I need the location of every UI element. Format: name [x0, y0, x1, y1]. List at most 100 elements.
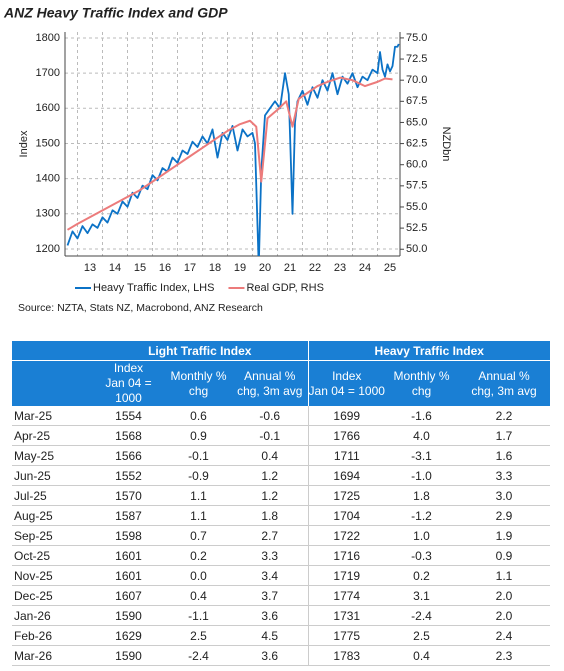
table-cell: 0.2	[165, 545, 232, 566]
table-cell: 3.6	[232, 645, 308, 666]
table-cell: 1590	[92, 605, 165, 626]
table-cell: -2.4	[385, 605, 458, 626]
table-cell: 0.7	[165, 525, 232, 546]
table-cell: 0.4	[385, 645, 458, 666]
table-cell: -0.9	[165, 465, 232, 486]
table-cell: 1570	[92, 485, 165, 506]
table-row: Mar-26 1590 -2.4 3.6 1783 0.4 2.3	[12, 645, 550, 666]
table-row: Nov-25 1601 0.0 3.4 1719 0.2 1.1	[12, 565, 550, 586]
column-header: Index Jan 04 = 1000	[92, 360, 165, 406]
table-row: Dec-25 1607 0.4 3.7 1774 3.1 2.0	[12, 585, 550, 606]
column-header-line: Index	[332, 368, 362, 383]
table-cell: 2.4	[458, 625, 550, 646]
table-cell: 3.3	[458, 465, 550, 486]
table-row: Apr-25 1568 0.9 -0.1 1766 4.0 1.7	[12, 425, 550, 446]
x-tick-label: 22	[309, 262, 321, 274]
table-cell: 2.5	[385, 625, 458, 646]
table-cell: 1.1	[165, 485, 232, 506]
y2-tick-label: 70.0	[406, 74, 427, 86]
y2-tick-label: 57.5	[406, 180, 427, 192]
table-cell: 0.0	[165, 565, 232, 586]
x-tick-label: 20	[259, 262, 271, 274]
y2-tick-label: 65.0	[406, 116, 427, 128]
y2-tick-label: 55.0	[406, 201, 427, 213]
row-date: Mar-25	[12, 406, 92, 426]
y-tick-label: 1800	[36, 32, 60, 44]
table-cell: 1607	[92, 585, 165, 606]
y2-tick-label: 62.5	[406, 137, 427, 149]
column-header: Annual % chg, 3m avg	[232, 360, 308, 406]
table-cell: 3.6	[232, 605, 308, 626]
y2-tick-label: 52.5	[406, 222, 427, 234]
y-tick-label: 1600	[36, 102, 60, 114]
table-cell: 1.9	[458, 525, 550, 546]
table-cell: 1.0	[385, 525, 458, 546]
row-date: Jun-25	[12, 465, 92, 486]
table-cell: -2.4	[165, 645, 232, 666]
table-cell: 1766	[307, 425, 385, 446]
table-cell: 1699	[307, 406, 385, 426]
table-cell: 2.0	[458, 605, 550, 626]
table-cell: 1719	[307, 565, 385, 586]
row-date: Oct-25	[12, 545, 92, 566]
table-cell: 1.2	[232, 485, 308, 506]
table-cell: 1.8	[385, 485, 458, 506]
x-tick-label: 24	[359, 262, 371, 274]
x-tick-label: 16	[159, 262, 171, 274]
group-header: Heavy Traffic Index	[307, 341, 550, 361]
table-cell: 1711	[307, 445, 385, 466]
x-tick-label: 18	[209, 262, 221, 274]
table-cell: 1.7	[458, 425, 550, 446]
row-date: Dec-25	[12, 585, 92, 606]
table-cell: 0.4	[165, 585, 232, 606]
row-date: Jul-25	[12, 485, 92, 506]
table-cell: 1783	[307, 645, 385, 666]
y-tick-label: 1300	[36, 208, 60, 220]
column-header-line: chg, 3m avg	[237, 383, 303, 398]
x-tick-label: 25	[384, 262, 396, 274]
row-date: Nov-25	[12, 565, 92, 586]
series-line	[66, 76, 393, 231]
table-cell: -1.0	[385, 465, 458, 486]
table-cell: 2.9	[458, 505, 550, 526]
y-axis-label: Index	[18, 130, 30, 157]
column-header-line: Annual %	[478, 368, 530, 383]
x-tick-label: 13	[84, 262, 96, 274]
column-header-line: chg, 3m avg	[471, 383, 537, 398]
table-cell: 3.1	[385, 585, 458, 606]
table-cell: -0.1	[232, 425, 308, 446]
table-cell: -1.6	[385, 406, 458, 426]
chart: ANZ Heavy Traffic Index and GDP Index NZ…	[3, 5, 452, 314]
column-header-line: Jan 04 = 1000	[308, 383, 385, 398]
table-cell: 2.2	[458, 406, 550, 426]
table-cell: 0.6	[165, 406, 232, 426]
y2-tick-label: 72.5	[406, 53, 427, 65]
table-cell: 0.9	[458, 545, 550, 566]
table-cell: 1704	[307, 505, 385, 526]
y-tick-label: 1500	[36, 137, 60, 149]
x-tick-label: 23	[334, 262, 346, 274]
row-date: Sep-25	[12, 525, 92, 546]
y2-axis-label: NZDbn	[440, 127, 452, 162]
x-tick-label: 14	[109, 262, 121, 274]
table-row: Mar-25 1554 0.6 -0.6 1699 -1.6 2.2	[12, 406, 550, 426]
table-cell: 1554	[92, 406, 165, 426]
table-row: Jun-25 1552 -0.9 1.2 1694 -1.0 3.3	[12, 465, 550, 486]
column-header: Monthly % chg	[385, 360, 458, 406]
table-cell: 3.7	[232, 585, 308, 606]
table-cell: 1722	[307, 525, 385, 546]
table-row: May-25 1566 -0.1 0.4 1711 -3.1 1.6	[12, 445, 550, 466]
table-cell: 1598	[92, 525, 165, 546]
column-header: Annual % chg, 3m avg	[458, 360, 550, 406]
table-cell: 1775	[307, 625, 385, 646]
table-cell: 1.8	[232, 505, 308, 526]
table-cell: 1601	[92, 565, 165, 586]
column-header: Monthly % chg	[165, 360, 232, 406]
table-cell: 1.6	[458, 445, 550, 466]
table-row: Oct-25 1601 0.2 3.3 1716 -0.3 0.9	[12, 545, 550, 566]
table-cell: 1731	[307, 605, 385, 626]
y-tick-label: 1700	[36, 67, 60, 79]
table-cell: 4.5	[232, 625, 308, 646]
table-cell: 1774	[307, 585, 385, 606]
table-cell: 1725	[307, 485, 385, 506]
